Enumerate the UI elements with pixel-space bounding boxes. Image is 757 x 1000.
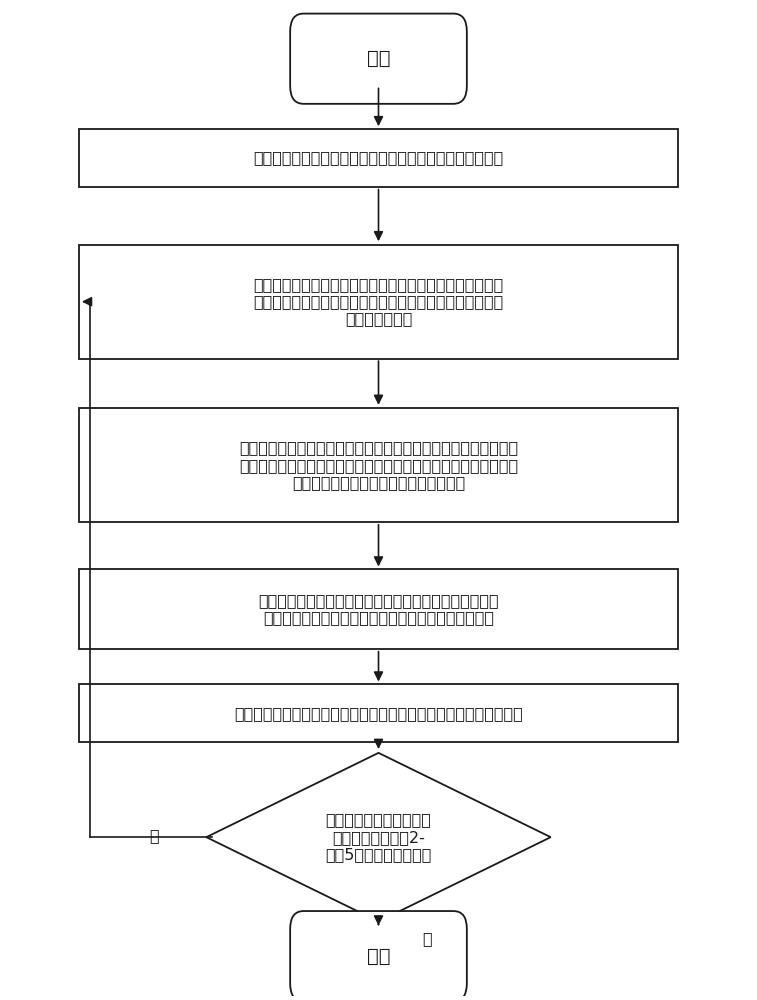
- Text: 利用同化改进的过程模型
状态向量按照步骤2-
步骤5执行后续时段优化: 利用同化改进的过程模型 状态向量按照步骤2- 步骤5执行后续时段优化: [326, 812, 431, 862]
- Bar: [79, 569, 678, 649]
- Bar: [79, 245, 678, 359]
- Polygon shape: [207, 753, 550, 921]
- Text: 生成孪生模拟和孪生观测，利用不同时刻的过程孪生模型考虑模拟
误差重新模拟得到研究区不同时刻各状态变量的孪生模拟，并用观
测孪生模型转换到观测空间得到孪生观测: 生成孪生模拟和孪生观测，利用不同时刻的过程孪生模型考虑模拟 误差重新模拟得到研究…: [239, 440, 518, 490]
- Bar: [79, 684, 678, 742]
- Text: 结束: 结束: [366, 947, 391, 966]
- Text: 孪生模型构建，利用研究区不同时刻的过程模型模拟和观测
构建不同时刻过程模型的过程孪生模型和不同时刻观测模型
的观测孪生模型: 孪生模型构建，利用研究区不同时刻的过程模型模拟和观测 构建不同时刻过程模型的过程…: [254, 277, 503, 327]
- Text: 开始: 开始: [366, 49, 391, 68]
- Text: 有: 有: [149, 828, 159, 843]
- Text: 无: 无: [422, 931, 432, 946]
- Bar: [79, 129, 678, 187]
- Bar: [79, 408, 678, 522]
- Text: 生成孪生同化量，利用不同时刻各状态变量的孪生观测及
实际观测计算研究区各个网格各状态变量的孪生同化量: 生成孪生同化量，利用不同时刻各状态变量的孪生观测及 实际观测计算研究区各个网格各…: [258, 593, 499, 625]
- Text: 同化准备，包括同化长度、陆面过程模型模拟及观测数据集: 同化准备，包括同化长度、陆面过程模型模拟及观测数据集: [254, 150, 503, 165]
- FancyBboxPatch shape: [290, 14, 467, 104]
- FancyBboxPatch shape: [290, 911, 467, 1000]
- Text: 孪生同化，利用孪生同化量对同化时刻过程模型各状态变量进行同化: 孪生同化，利用孪生同化量对同化时刻过程模型各状态变量进行同化: [234, 706, 523, 721]
